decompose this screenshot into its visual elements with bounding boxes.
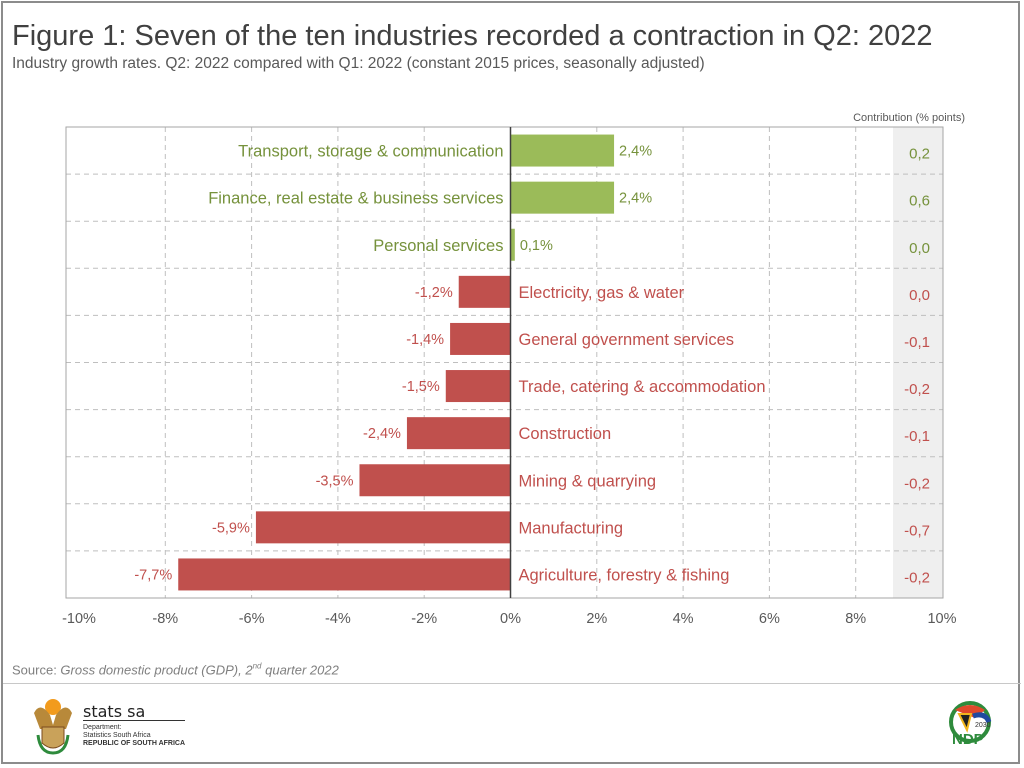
data-label: -3,5%	[316, 473, 354, 489]
bar	[445, 370, 511, 403]
contribution-value: 0,2	[909, 146, 930, 163]
x-tick-label: -2%	[411, 611, 437, 627]
category-label: Electricity, gas & water	[519, 284, 685, 302]
bar	[510, 134, 615, 167]
data-label: -1,4%	[406, 332, 444, 348]
x-tick-label: 10%	[927, 611, 956, 627]
contribution-value: 0,0	[909, 287, 930, 304]
data-label: -1,5%	[402, 379, 440, 395]
data-label: -7,7%	[134, 567, 172, 583]
bar	[406, 417, 511, 450]
contribution-value: -0,7	[904, 522, 930, 539]
x-tick-label: -8%	[152, 611, 178, 627]
data-label: 2,4%	[619, 191, 652, 207]
contribution-value: -0,2	[904, 569, 930, 586]
data-label: 2,4%	[619, 144, 652, 160]
data-label: -5,9%	[212, 520, 250, 536]
data-label: -1,2%	[415, 285, 453, 301]
svg-text:NDP: NDP	[952, 731, 984, 748]
contribution-value: 0,0	[909, 240, 930, 257]
contribution-value: -0,2	[904, 475, 930, 492]
country-name: REPUBLIC OF SOUTH AFRICA	[83, 740, 186, 747]
category-label: Manufacturing	[519, 519, 624, 537]
data-label: 0,1%	[520, 238, 553, 254]
chart-title: Figure 1: Seven of the ten industries re…	[12, 20, 933, 52]
category-label: Mining & quarrying	[519, 472, 657, 490]
x-tick-label: -10%	[62, 611, 96, 627]
department-label: Department:	[83, 724, 122, 731]
contribution-value: -0,1	[904, 428, 930, 445]
stats-sa-name: stats sa	[83, 702, 146, 721]
contribution-header: Contribution (% points)	[853, 112, 965, 124]
plot-border	[65, 126, 944, 599]
footer-divider	[3, 683, 1021, 684]
category-label: General government services	[519, 331, 735, 349]
bar	[510, 181, 615, 214]
bar-chart: Transport, storage & communication 2,4% 0,…	[62, 112, 965, 627]
category-label: Trade, catering & accommodation	[519, 378, 766, 396]
svg-text:2030: 2030	[975, 722, 991, 729]
data-label: -2,4%	[363, 426, 401, 442]
contribution-value: -0,2	[904, 381, 930, 398]
contribution-value: -0,1	[904, 334, 930, 351]
x-tick-label: 4%	[673, 611, 694, 627]
x-tick-label: 2%	[586, 611, 607, 627]
category-label: Finance, real estate & business services	[208, 190, 503, 208]
coat-of-arms-logo	[34, 699, 72, 755]
x-tick-label: 6%	[759, 611, 780, 627]
bar	[450, 322, 511, 355]
category-label: Construction	[519, 425, 612, 443]
x-tick-label: -6%	[239, 611, 265, 627]
bar	[510, 228, 515, 261]
category-label: Personal services	[373, 237, 503, 255]
bar	[458, 275, 511, 308]
bar	[255, 511, 511, 544]
source-note: Source: Gross domestic product (GDP), 2n…	[12, 662, 339, 678]
contribution-value: 0,6	[909, 193, 930, 210]
ndp-2030-logo: 2030 NDP	[949, 701, 992, 748]
logo-divider	[83, 720, 185, 721]
chart-subtitle: Industry growth rates. Q2: 2022 compared…	[12, 55, 705, 72]
bar	[178, 558, 511, 591]
x-tick-label: -4%	[325, 611, 351, 627]
bar	[359, 464, 511, 497]
category-label: Agriculture, forestry & fishing	[519, 566, 730, 584]
category-label: Transport, storage & communication	[238, 143, 503, 161]
department-name: Statistics South Africa	[83, 732, 151, 739]
x-tick-label: 8%	[845, 611, 866, 627]
x-tick-label: 0%	[500, 611, 521, 627]
